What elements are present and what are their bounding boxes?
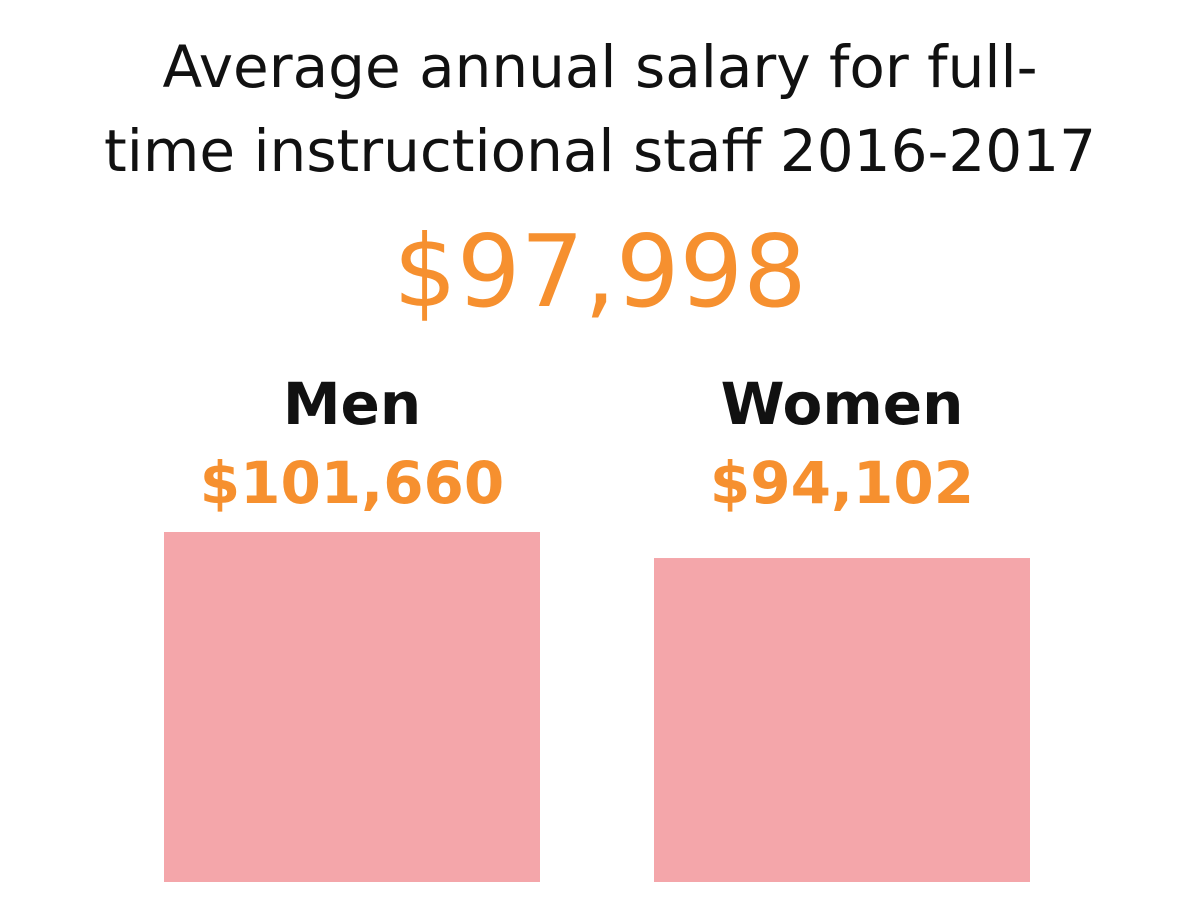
chart-title-line-2: time instructional staff 2016-2017 [103,117,1097,185]
bar-men [164,532,540,882]
bar-women [654,558,1030,882]
overall-average-value: $97,998 [393,213,807,330]
category-label-women: Women [721,370,964,438]
chart-title-line-1: Average annual salary for full- [162,33,1038,101]
value-label-women: $94,102 [710,449,974,517]
value-label-men: $101,660 [200,449,505,517]
category-label-men: Men [283,370,421,438]
